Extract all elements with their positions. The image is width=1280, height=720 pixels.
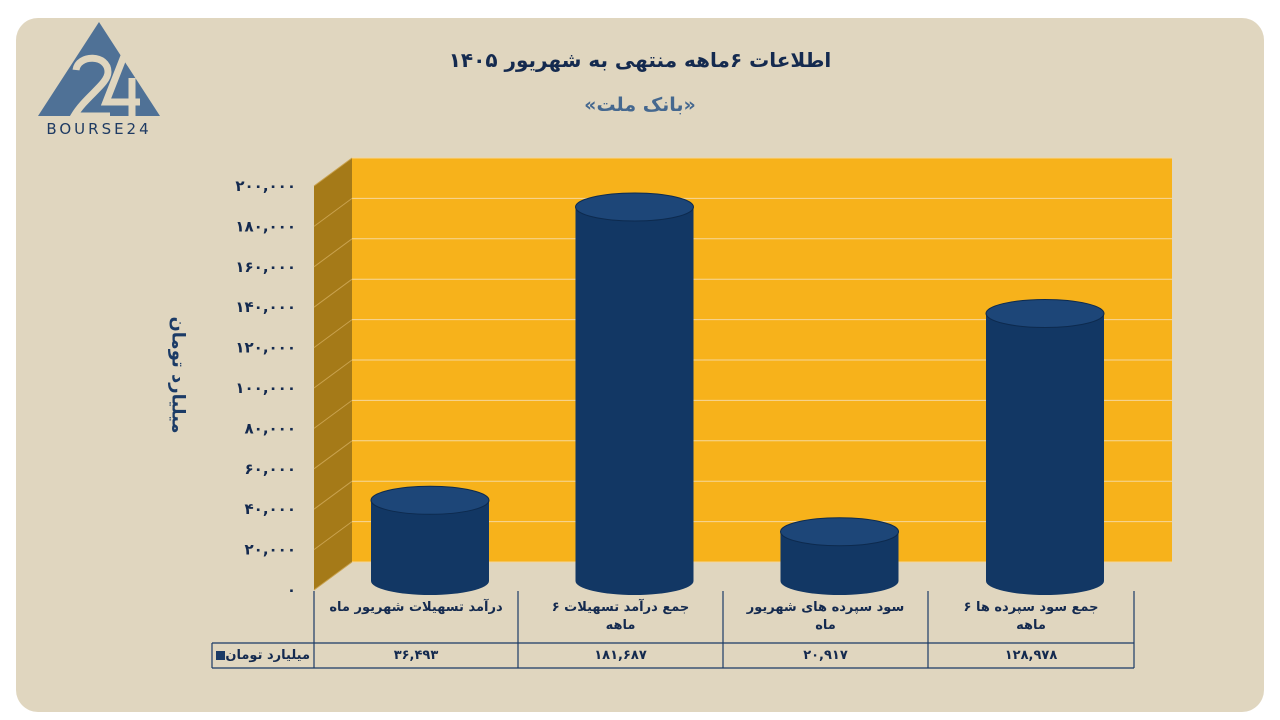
- bar-body: [780, 531, 899, 595]
- bar: [985, 298, 1105, 595]
- gridline-side: [313, 278, 353, 308]
- gridline-side: [313, 359, 353, 389]
- chart-subtitle: «بانک ملت»: [584, 94, 696, 116]
- bar-top: [575, 192, 694, 222]
- x-category-label-line: ماهه: [605, 618, 636, 633]
- y-tick-label: ۱۴۰,۰۰۰: [235, 298, 296, 316]
- legend-swatch-icon: [216, 651, 226, 660]
- y-tick-label: ۲۰,۰۰۰: [245, 541, 296, 559]
- x-category-label-line: درآمد تسهیلات شهریور ماه: [329, 600, 503, 615]
- bar: [780, 517, 899, 595]
- y-tick-label: ۸۰,۰۰۰: [245, 419, 296, 437]
- gridline-side: [313, 440, 353, 470]
- bar: [575, 192, 694, 596]
- y-tick-label: ۱۰۰,۰۰۰: [235, 379, 296, 397]
- y-tick-label: ۱۸۰,۰۰۰: [235, 217, 296, 235]
- bar-body: [371, 500, 489, 595]
- x-category-label-line: ماه: [815, 618, 836, 633]
- bar-body: [986, 313, 1104, 595]
- gridline-side: [313, 157, 353, 187]
- x-category-label: جمع سود سپرده ها ۶ ماهه: [932, 599, 1130, 635]
- legend-entry: میلیارد تومان: [216, 648, 310, 663]
- y-tick-label: ۱۲۰,۰۰۰: [235, 339, 296, 357]
- gridline-side: [313, 197, 353, 227]
- bourse24-logo-text: BOURSE24: [46, 120, 152, 138]
- x-category-label-line: ماهه: [1016, 618, 1046, 633]
- bar-top: [780, 517, 899, 547]
- x-category-label-line: سود سپرده های شهریور: [746, 600, 905, 615]
- x-category-label-line: جمع درآمد تسهیلات ۶: [551, 600, 690, 615]
- data-table-value: ۱۲۸,۹۷۸: [1004, 648, 1058, 663]
- data-table-value: ۱۸۱,۶۸۷: [594, 648, 647, 663]
- gridline-side: [313, 561, 353, 591]
- x-category-label: جمع درآمد تسهیلات ۶ ماهه: [522, 599, 719, 635]
- x-category-label: درآمد تسهیلات شهریور ماه: [318, 599, 514, 617]
- gridline-side: [313, 521, 353, 551]
- gridline-side: [313, 238, 353, 268]
- bar-top: [985, 298, 1105, 328]
- x-category-label-line: جمع سود سپرده ها ۶: [963, 600, 1099, 615]
- y-tick-label: ۴۰,۰۰۰: [245, 500, 296, 518]
- bar-body: [575, 206, 694, 596]
- y-tick-label: ۶۰,۰۰۰: [245, 460, 296, 478]
- gridline-side: [313, 399, 353, 429]
- chart-title: اطلاعات ۶ماهه منتهی به شهریور ۱۴۰۵: [448, 48, 832, 72]
- data-table-value: ۲۰,۹۱۷: [803, 648, 848, 663]
- bar-top: [370, 485, 490, 515]
- bourse24-logo-icon: [38, 22, 160, 120]
- bar: [370, 485, 490, 595]
- y-tick-label: ۰: [287, 581, 296, 599]
- y-tick-label: ۲۰۰,۰۰۰: [235, 177, 296, 195]
- legend-label: میلیارد تومان: [225, 648, 310, 663]
- gridline-side: [313, 480, 353, 510]
- data-table-value: ۳۶,۴۹۳: [393, 648, 439, 663]
- y-tick-label: ۱۶۰,۰۰۰: [235, 258, 296, 276]
- gridline-side: [313, 319, 353, 349]
- x-category-label: سود سپرده های شهریور ماه: [727, 599, 924, 635]
